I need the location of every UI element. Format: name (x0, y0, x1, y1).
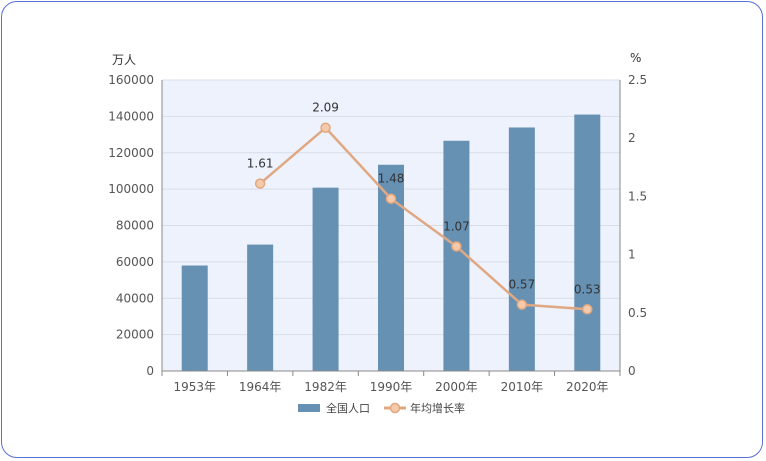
bar-2010年 (508, 127, 535, 371)
population-bars (181, 114, 601, 372)
right-tick-label: 1 (628, 248, 636, 262)
left-axis-ticks: 0 20000 40000 60000 80000 100000 120000 140000 1… (108, 73, 154, 378)
x-tick-label: 1990年 (370, 380, 413, 394)
right-tick-label: 2.5 (628, 73, 647, 87)
growth-rate-polyline (259, 125, 588, 311)
legend: 全国人口 年均增长率 (298, 401, 465, 415)
left-tick-label: 0 (146, 364, 154, 378)
x-tick-label: 2020年 (566, 380, 609, 394)
bar-1953年 (181, 265, 208, 371)
bar-1964年 (247, 244, 274, 371)
right-tick-label: 2 (628, 131, 636, 145)
growth-point-2010年 (516, 299, 528, 310)
left-tick-label: 20000 (116, 328, 154, 342)
bar-2020年 (574, 114, 601, 372)
left-tick-label: 40000 (116, 291, 154, 305)
left-tick-label: 100000 (108, 182, 154, 196)
growth-point-2020年 (582, 304, 593, 315)
growth-point-1982年 (320, 122, 331, 133)
x-tick-label: 2000年 (435, 380, 478, 394)
growth-rate-line (254, 122, 593, 315)
growth-point-1990年 (385, 193, 397, 204)
right-axis-ticks: 0 0.5 1 1.5 2 2.5 (628, 73, 647, 378)
growth-point-1964年 (254, 178, 266, 189)
legend-label-population: 全国人口 (326, 401, 370, 415)
left-tick-label: 140000 (108, 109, 154, 123)
left-tick-label: 160000 (108, 73, 154, 87)
left-tick-label: 120000 (108, 146, 154, 160)
right-tick-label: 1.5 (628, 189, 647, 203)
growth-data-label: 0.57 (508, 278, 535, 292)
data-labels: 1.61 2.09 1.48 1.07 0.57 0.53 (247, 101, 601, 297)
x-tick-label: 1982年 (304, 380, 347, 394)
left-tick-label: 60000 (116, 255, 154, 269)
growth-data-label: 2.09 (312, 101, 339, 115)
right-axis-unit: % (630, 51, 641, 65)
bar-2000年 (443, 140, 470, 371)
right-tick-label: 0.5 (628, 306, 647, 320)
left-tick-label: 80000 (116, 219, 154, 233)
x-tick-label: 1953年 (173, 380, 216, 394)
axes (161, 80, 621, 376)
legend-swatch-population (298, 404, 320, 412)
x-tick-label: 1964年 (239, 380, 282, 394)
growth-data-label: 0.53 (574, 282, 601, 296)
legend-label-growth: 年均增长率 (410, 401, 465, 415)
x-axis-ticks: 1953年 1964年 1982年 1990年 2000年 2010年 2020年 (173, 380, 608, 394)
right-tick-label: 0 (628, 364, 636, 378)
bar-1982年 (312, 187, 339, 371)
legend-swatch-growth-marker (389, 402, 401, 414)
growth-point-2000年 (451, 241, 462, 252)
growth-data-label: 1.61 (247, 157, 274, 171)
x-tick-label: 2010年 (501, 380, 544, 394)
left-axis-unit: 万人 (112, 53, 136, 67)
growth-data-label: 1.07 (443, 219, 470, 233)
growth-data-label: 1.48 (378, 172, 405, 186)
